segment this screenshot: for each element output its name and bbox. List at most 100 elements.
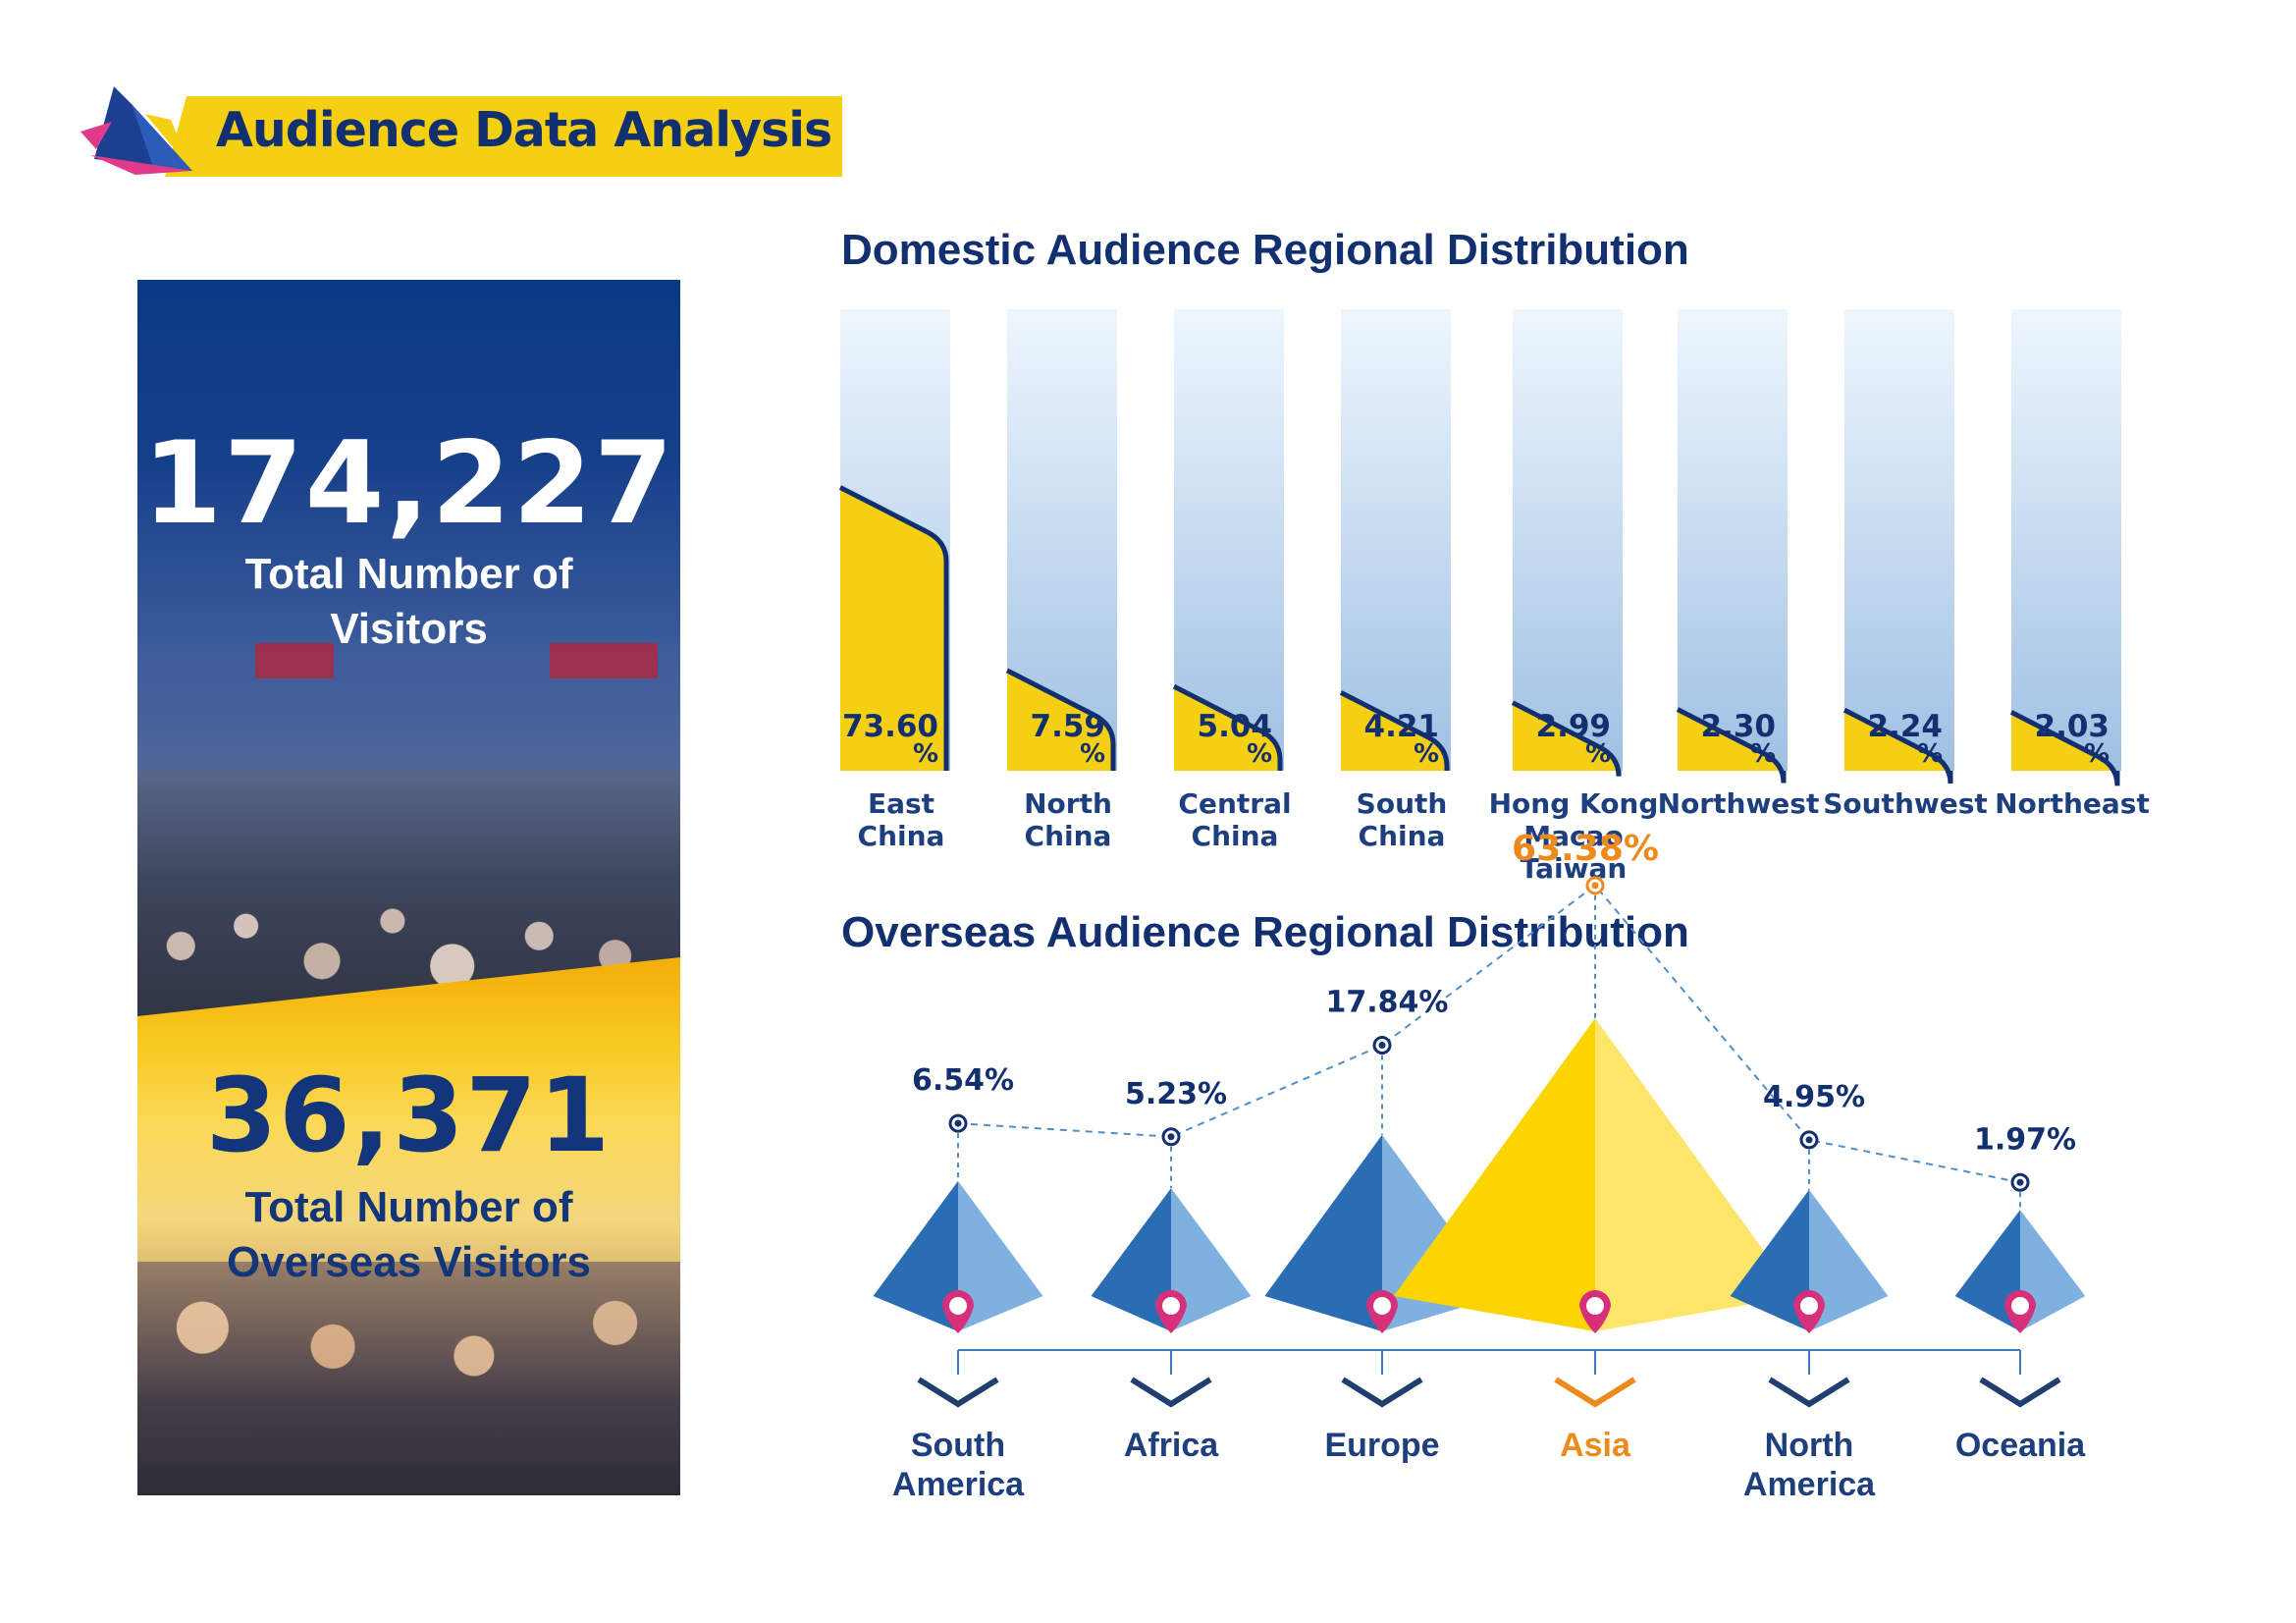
bar-edge [1172,683,1283,771]
bar-track [1678,309,1788,771]
region-label: America [1743,1466,1876,1503]
category-label: China [1025,820,1112,852]
pyramid-face [1171,1188,1252,1331]
location-pin-hole [1586,1297,1604,1315]
category-label: China [1192,820,1279,852]
chevron-down-icon [1130,1377,1212,1408]
bar [1341,692,1447,771]
total-visitors-label-line: Visitors [330,605,488,653]
category-label: China [1359,820,1446,852]
bar-unit-label: % [1917,739,1943,769]
region-label: North [1765,1427,1854,1464]
chevron-down-icon [917,1377,999,1408]
pyramid-face [1809,1189,1889,1331]
region-label: Asia [1560,1427,1631,1464]
bar-edge [1511,700,1622,777]
bar-value-label: 4.21 [1364,709,1440,744]
data-value-label: 63.38% [1512,829,1659,869]
data-point-center [2016,1178,2024,1186]
data-point-center [1167,1133,1175,1141]
location-pin-hole [1373,1297,1391,1315]
region-label: Europe [1324,1427,1439,1464]
data-point-center [1805,1136,1813,1144]
region-label: America [892,1466,1025,1503]
chevron-down-icon [1979,1377,2061,1408]
bar-unit-label: % [913,739,938,769]
bar-value-label: 2.24 [1868,709,1944,744]
page-title: Audience Data Analysis [216,102,832,158]
bar-track [1844,309,1954,771]
bar-edge [2009,710,2120,786]
data-value-label: 4.95% [1763,1080,1865,1114]
data-point-center [954,1119,962,1127]
category-label: Southwest [1823,787,1988,820]
bar-unit-label: % [1247,739,1272,769]
pyramid-face [1393,1017,1595,1331]
total-visitors-label: Total Number of Visitors [137,547,680,657]
overseas-visitors-label: Total Number of Overseas Visitors [137,1180,680,1290]
bar [1007,670,1113,771]
hall-sign [255,643,334,678]
bar-unit-label: % [1414,739,1439,769]
bar-unit-label: % [1080,739,1105,769]
data-point-center [1591,882,1599,890]
bar-edge [1676,707,1787,784]
chevron-down-icon [1554,1377,1636,1408]
region-label: South [911,1427,1005,1464]
pyramid-face [958,1180,1043,1331]
category-label: Northwest [1658,787,1820,820]
overseas-chart-title: Overseas Audience Regional Distribution [841,908,1689,956]
overseas-visitors-label-line: Overseas Visitors [227,1238,591,1286]
data-point-center [1378,1042,1386,1050]
pyramid-face [1595,1017,1797,1331]
chevron-down-icon [1768,1377,1850,1408]
visitor-stats-panel: 174,227 Total Number of Visitors 36,371 … [137,280,680,1495]
bar [1844,710,1950,784]
category-label: East [868,787,934,820]
pyramid-face [1730,1189,1809,1331]
meeting-photo [137,1262,680,1495]
total-visitors-value: 174,227 [142,417,675,550]
bar-value-label: 2.30 [1701,709,1777,744]
bar-value-label: 5.04 [1198,709,1273,744]
data-value-label: 6.54% [912,1063,1014,1098]
domestic-bar-chart: 73.60%EastChina7.59%NorthChina5.04%Centr… [838,309,2150,885]
location-pin-hole [2011,1297,2029,1315]
bar-track [1341,309,1451,771]
bar-value-label: 2.03 [2035,709,2110,744]
bar-edge [1339,690,1450,771]
logo-icon [80,86,192,175]
category-label: Northeast [1995,787,2150,820]
bar-edge [1005,668,1116,771]
pyramid-face [1954,1210,2020,1331]
category-label: Macao [1523,820,1624,852]
bar-track [1513,309,1623,771]
bar [1513,702,1619,777]
bar-track [2011,309,2121,771]
pyramid-face [2020,1210,2086,1331]
trend-line [957,884,2021,1184]
bar-unit-label: % [1585,739,1611,769]
category-label: Taiwan [1521,852,1628,885]
pyramid-face [873,1180,958,1331]
total-visitors-label-line: Total Number of [244,550,573,598]
data-value-label: 5.23% [1125,1077,1227,1111]
header-band [165,96,842,177]
overseas-visitors-value: 36,371 [205,1055,613,1175]
category-label: China [858,820,945,852]
overseas-pyramid-chart: 6.54%SouthAmerica5.23%Africa17.84%Europe… [873,829,2086,1503]
domestic-chart-title: Domestic Audience Regional Distribution [841,226,1689,274]
chevron-down-icon [1341,1377,1423,1408]
region-label: Oceania [1955,1427,2086,1464]
bar-value-label: 73.60 [842,709,938,744]
bar [2011,712,2117,786]
bar [1174,686,1280,771]
data-value-label: 1.97% [1974,1122,2076,1157]
bar [1678,709,1784,784]
bar-unit-label: % [2084,739,2109,769]
category-label: South [1357,787,1448,820]
bar [840,487,946,771]
overseas-visitors-label-line: Total Number of [244,1183,573,1231]
